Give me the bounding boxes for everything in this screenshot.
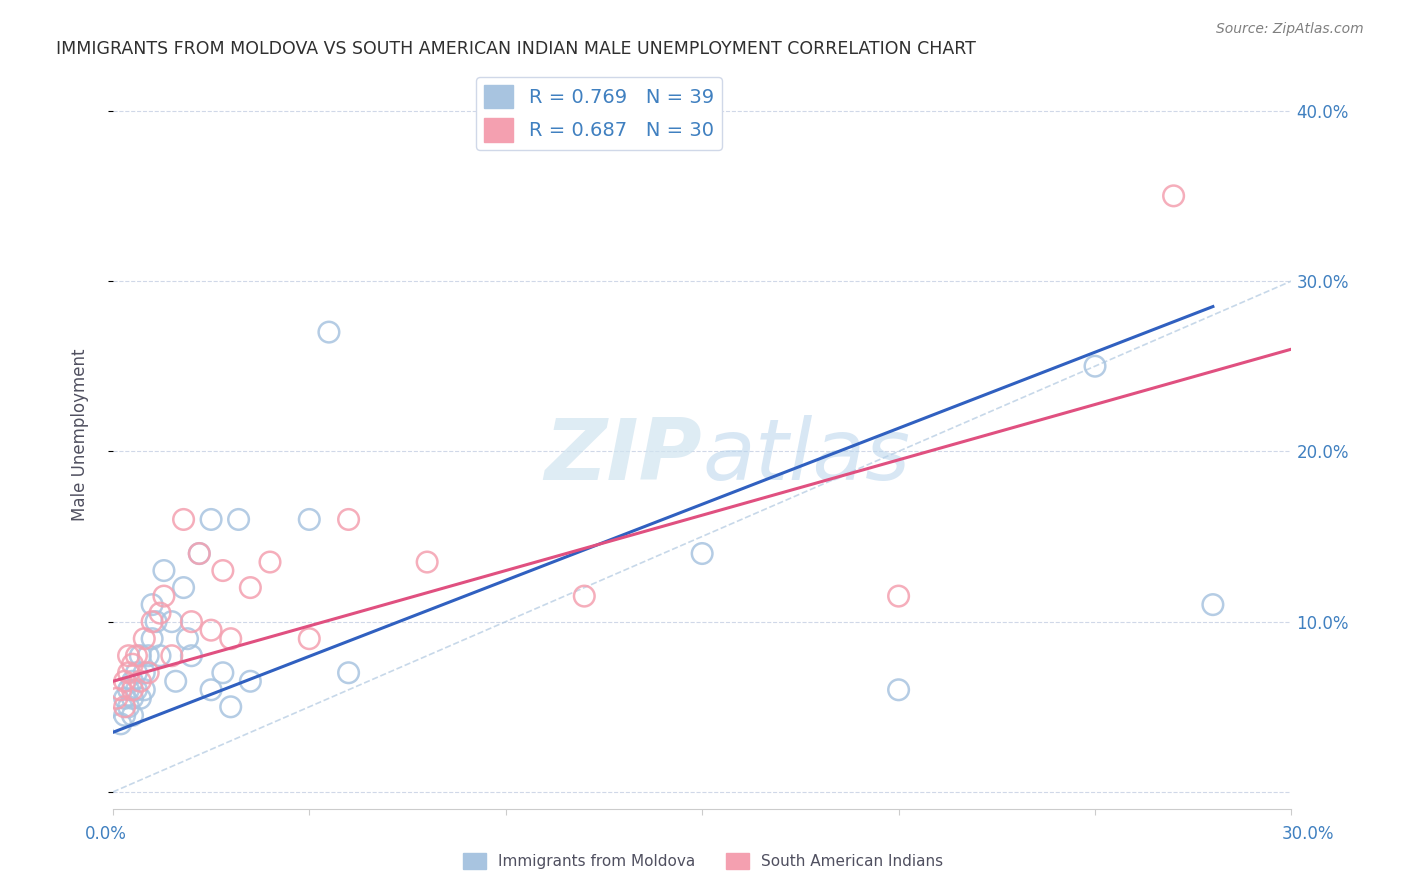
Point	[129, 691, 152, 706]
Point	[121, 682, 143, 697]
Point	[114, 691, 136, 706]
Point	[416, 555, 439, 569]
Point	[134, 632, 156, 646]
Point	[298, 632, 321, 646]
Point	[141, 615, 163, 629]
Point	[188, 547, 211, 561]
Point	[145, 615, 167, 629]
Point	[136, 648, 159, 663]
Point	[125, 682, 148, 697]
Point	[121, 674, 143, 689]
Point	[134, 665, 156, 680]
Point	[887, 589, 910, 603]
Point	[136, 665, 159, 680]
Point	[228, 512, 250, 526]
Point	[1163, 189, 1185, 203]
Point	[1202, 598, 1225, 612]
Text: 30.0%: 30.0%	[1281, 825, 1334, 843]
Point	[129, 674, 152, 689]
Point	[160, 615, 183, 629]
Point	[200, 623, 222, 637]
Point	[173, 581, 195, 595]
Point	[1084, 359, 1107, 374]
Point	[318, 325, 340, 339]
Point	[129, 648, 152, 663]
Point	[200, 682, 222, 697]
Point	[110, 682, 132, 697]
Point	[110, 716, 132, 731]
Point	[165, 674, 187, 689]
Text: Source: ZipAtlas.com: Source: ZipAtlas.com	[1216, 22, 1364, 37]
Point	[141, 598, 163, 612]
Point	[239, 581, 262, 595]
Point	[887, 682, 910, 697]
Legend: Immigrants from Moldova, South American Indians: Immigrants from Moldova, South American …	[457, 847, 949, 875]
Point	[149, 648, 172, 663]
Point	[134, 682, 156, 697]
Text: IMMIGRANTS FROM MOLDOVA VS SOUTH AMERICAN INDIAN MALE UNEMPLOYMENT CORRELATION C: IMMIGRANTS FROM MOLDOVA VS SOUTH AMERICA…	[56, 40, 976, 58]
Point	[125, 648, 148, 663]
Point	[219, 632, 242, 646]
Point	[337, 512, 360, 526]
Point	[212, 665, 235, 680]
Point	[212, 564, 235, 578]
Point	[121, 657, 143, 672]
Point	[117, 665, 139, 680]
Point	[121, 691, 143, 706]
Text: atlas: atlas	[702, 416, 910, 499]
Point	[121, 708, 143, 723]
Point	[337, 665, 360, 680]
Point	[298, 512, 321, 526]
Point	[574, 589, 596, 603]
Point	[173, 512, 195, 526]
Point	[114, 699, 136, 714]
Point	[160, 648, 183, 663]
Point	[239, 674, 262, 689]
Point	[149, 606, 172, 620]
Point	[188, 547, 211, 561]
Point	[105, 691, 128, 706]
Point	[114, 674, 136, 689]
Point	[200, 512, 222, 526]
Point	[117, 699, 139, 714]
Legend: R = 0.769   N = 39, R = 0.687   N = 30: R = 0.769 N = 39, R = 0.687 N = 30	[477, 77, 721, 150]
Point	[180, 615, 202, 629]
Point	[117, 682, 139, 697]
Point	[176, 632, 198, 646]
Point	[180, 648, 202, 663]
Point	[690, 547, 713, 561]
Y-axis label: Male Unemployment: Male Unemployment	[72, 348, 89, 521]
Point	[117, 648, 139, 663]
Point	[125, 665, 148, 680]
Text: ZIP: ZIP	[544, 416, 702, 499]
Point	[153, 564, 176, 578]
Text: 0.0%: 0.0%	[84, 825, 127, 843]
Point	[153, 589, 176, 603]
Point	[141, 632, 163, 646]
Point	[259, 555, 281, 569]
Point	[219, 699, 242, 714]
Point	[114, 708, 136, 723]
